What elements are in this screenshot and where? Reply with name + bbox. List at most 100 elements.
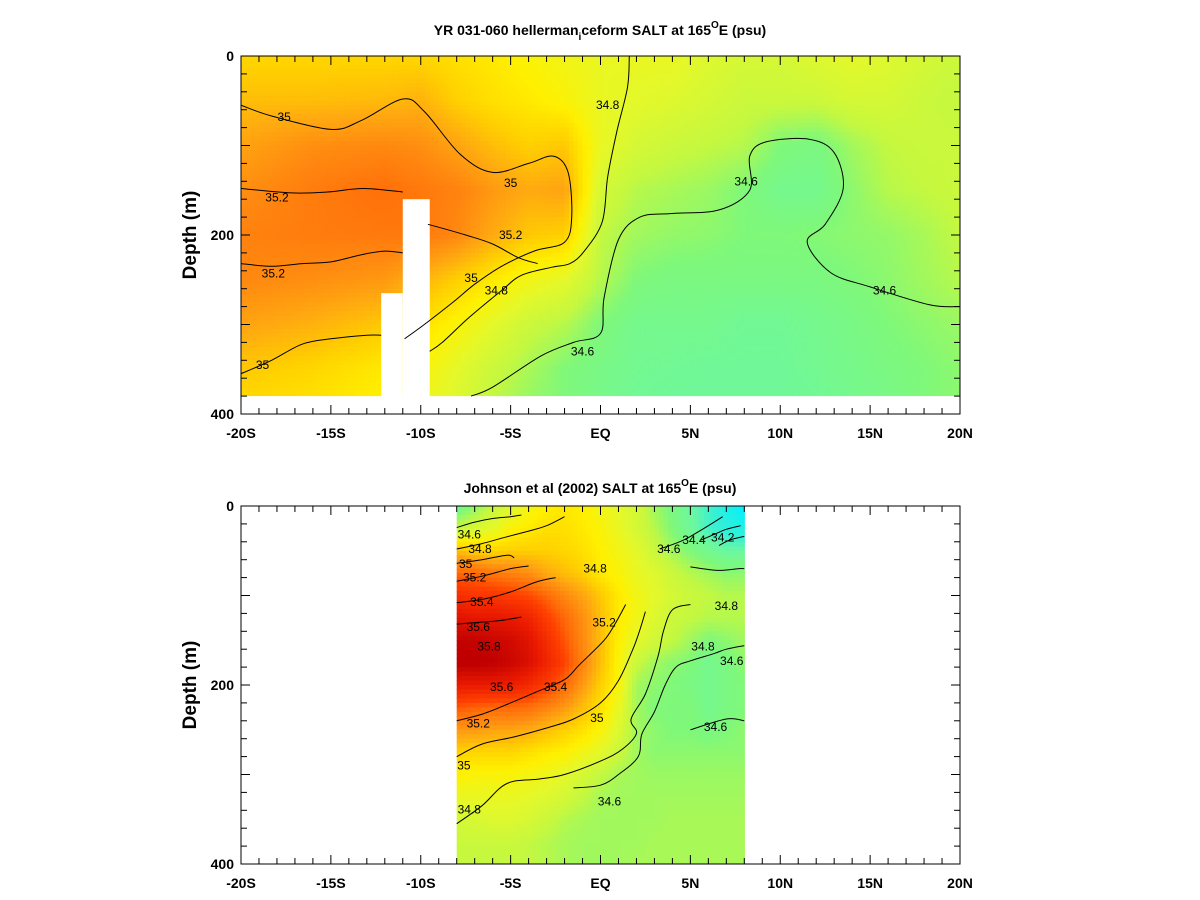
heatmap-cell [488, 154, 494, 160]
heatmap-cell [717, 154, 723, 160]
heatmap-cell [627, 136, 633, 142]
heatmap-cell [748, 185, 754, 191]
heatmap-cell [452, 82, 458, 88]
heatmap-cell [847, 154, 853, 160]
heatmap-cell [366, 64, 372, 71]
heatmap-cell [506, 78, 512, 84]
heatmap-cell [254, 96, 260, 102]
heatmap-cell [631, 141, 638, 147]
heatmap-cell [510, 100, 516, 106]
heatmap-cell [897, 82, 903, 88]
heatmap-cell [685, 149, 691, 156]
heatmap-cell [506, 149, 512, 156]
heatmap-cell [942, 91, 948, 97]
heatmap-cell [474, 154, 480, 160]
heatmap-cell [560, 163, 566, 169]
heatmap-cell [825, 167, 831, 173]
heatmap-cell [627, 73, 633, 79]
heatmap-cell [672, 73, 678, 79]
heatmap-cell [780, 190, 786, 196]
heatmap-cell [631, 105, 638, 111]
heatmap-cell [658, 105, 665, 111]
heatmap-cell [510, 82, 516, 88]
heatmap-cell [596, 109, 602, 115]
heatmap-cell [479, 69, 485, 75]
heatmap-cell [825, 64, 831, 71]
heatmap-cell [555, 78, 561, 84]
heatmap-cell [780, 64, 786, 71]
heatmap-cell [443, 118, 449, 124]
heatmap-cell [555, 56, 561, 62]
heatmap-cell [951, 91, 957, 97]
heatmap-cell [798, 154, 804, 160]
heatmap-cell [816, 132, 822, 138]
heatmap-cell [744, 145, 750, 151]
heatmap-cell [285, 118, 292, 124]
heatmap-cell [910, 73, 916, 79]
heatmap-cell [317, 136, 323, 142]
heatmap-cell [735, 123, 741, 129]
heatmap-cell [335, 141, 341, 147]
heatmap-cell [303, 185, 309, 191]
heatmap-cell [640, 114, 647, 120]
heatmap-cell [299, 154, 305, 160]
heatmap-cell [771, 73, 777, 79]
heatmap-cell [685, 114, 691, 120]
heatmap-cell [730, 118, 736, 124]
heatmap-cell [344, 96, 350, 102]
heatmap-cell [784, 141, 790, 147]
heatmap-cell [416, 73, 422, 79]
heatmap-cell [425, 91, 431, 97]
heatmap-cell [703, 114, 709, 120]
heatmap-cell [600, 127, 606, 133]
heatmap-cell [780, 82, 786, 88]
heatmap-cell [434, 87, 440, 93]
heatmap-cell [861, 69, 867, 75]
heatmap-cell [811, 105, 817, 111]
heatmap-cell [420, 100, 426, 106]
heatmap-cell [811, 163, 817, 169]
heatmap-cell [326, 100, 332, 106]
heatmap-cell [739, 87, 745, 93]
heatmap-cell [272, 69, 278, 75]
heatmap-cell [389, 149, 395, 156]
heatmap-cell [564, 73, 570, 79]
heatmap-cell [838, 60, 844, 66]
heatmap-cell [366, 82, 372, 88]
heatmap-cell [690, 56, 696, 62]
heatmap-cell [775, 69, 781, 75]
heatmap-cell [627, 123, 633, 129]
heatmap-cell [249, 82, 256, 88]
heatmap-cell [528, 123, 534, 129]
heatmap-cell [910, 96, 916, 102]
heatmap-cell [582, 91, 588, 97]
heatmap-cell [267, 190, 274, 196]
heatmap-cell [919, 158, 925, 164]
heatmap-cell [578, 91, 584, 97]
heatmap-cell [290, 109, 296, 115]
heatmap-cell [389, 154, 395, 160]
heatmap-cell [694, 114, 700, 120]
heatmap-cell [640, 185, 647, 191]
heatmap-cell [820, 56, 826, 62]
heatmap-cell [443, 82, 449, 88]
heatmap-cell [897, 100, 903, 106]
heatmap-cell [393, 145, 399, 151]
heatmap-cell [362, 69, 368, 75]
heatmap-cell [263, 181, 269, 187]
heatmap-cell [834, 105, 840, 111]
heatmap-cell [321, 194, 327, 200]
heatmap-cell [685, 91, 691, 97]
heatmap-cell [294, 87, 301, 93]
heatmap-cell [443, 105, 449, 111]
heatmap-cell [672, 185, 678, 191]
heatmap-cell [393, 154, 399, 160]
heatmap-cell [775, 163, 781, 169]
heatmap-cell [254, 56, 260, 62]
heatmap-cell [254, 60, 260, 66]
heatmap-cell [344, 109, 350, 115]
heatmap-cell [888, 145, 894, 151]
heatmap-cell [933, 167, 939, 173]
heatmap-cell [402, 64, 408, 71]
heatmap-cell [470, 96, 476, 102]
